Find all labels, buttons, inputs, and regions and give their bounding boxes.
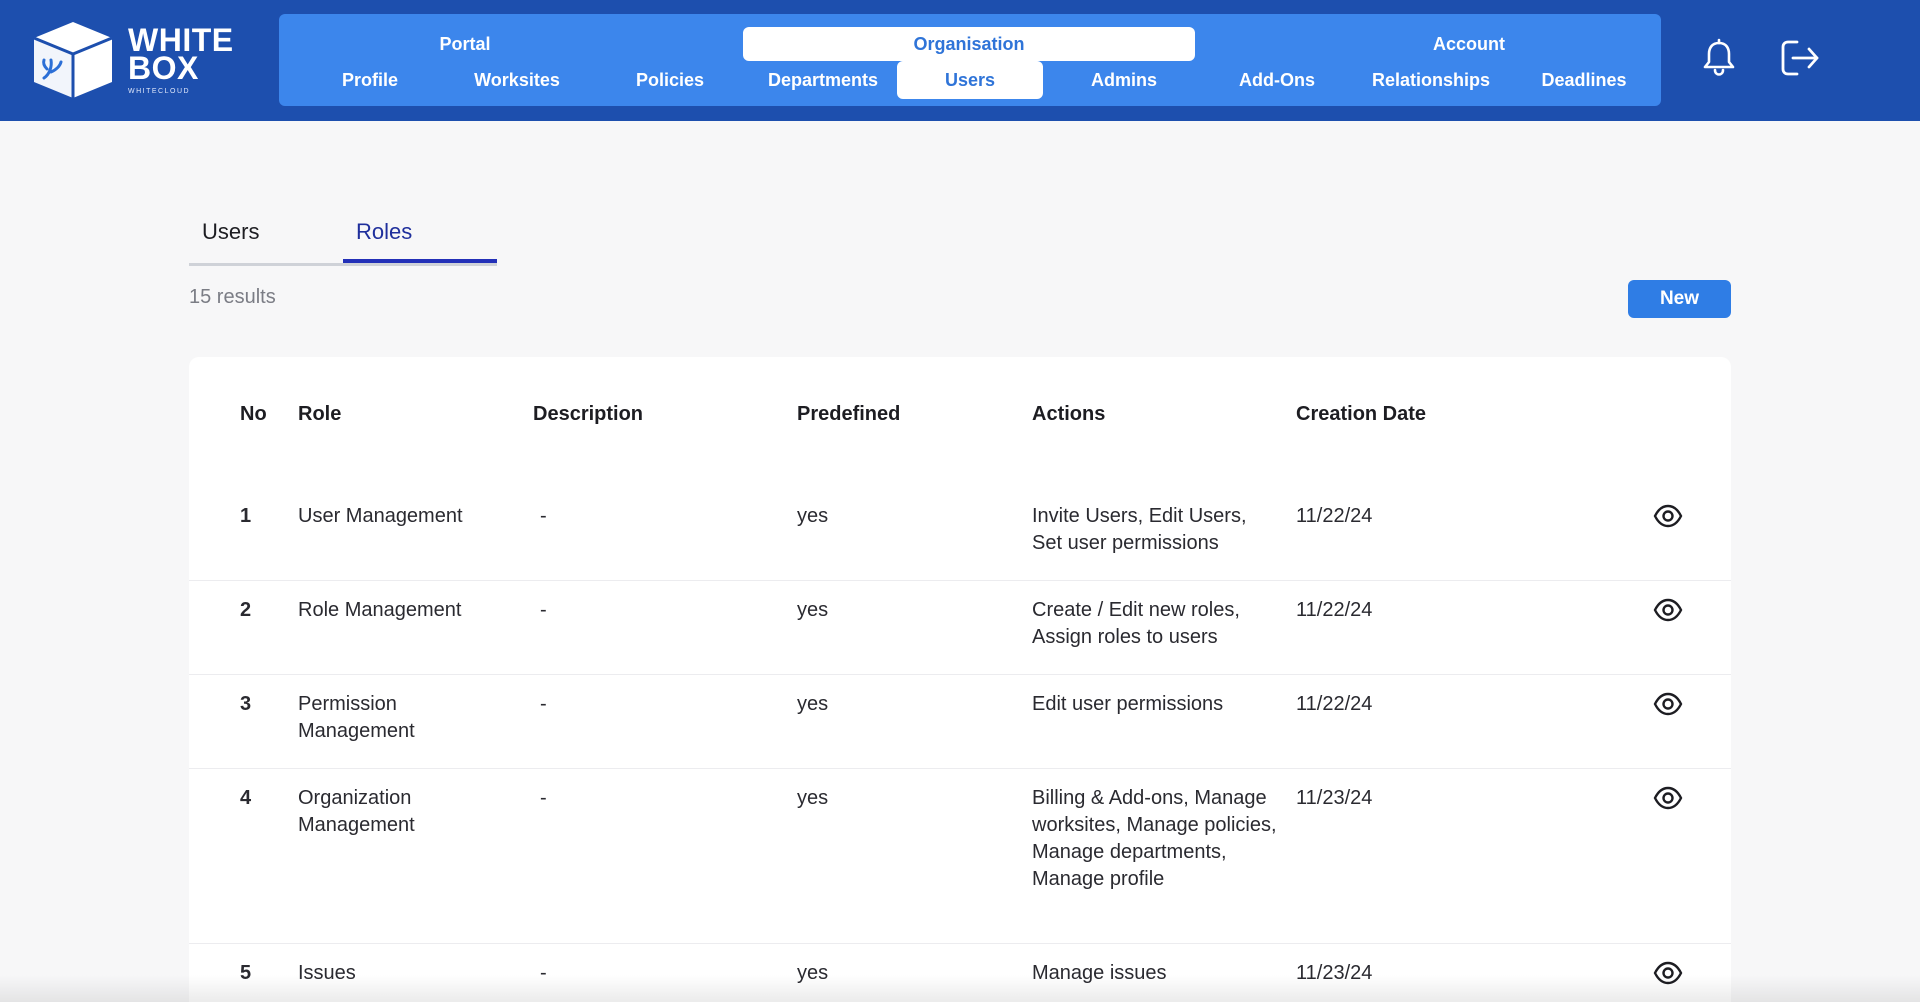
brand-line2: BOX [128, 50, 199, 86]
row-role: Organization Management [298, 787, 415, 836]
row-actions: Billing & Add-ons, Manage worksites, Man… [1032, 787, 1277, 890]
roles-table: No Role Description Predefined Actions C… [189, 357, 1731, 1002]
row-creation-date: 11/23/24 [1296, 962, 1373, 984]
row-no: 2 [240, 599, 252, 621]
nav-group-portal[interactable]: Portal [439, 34, 491, 54]
row-role: Permission Management [298, 693, 415, 742]
nav-item-policies[interactable]: Policies [635, 70, 705, 90]
row-no: 3 [240, 693, 252, 715]
logout-button[interactable] [1778, 36, 1822, 80]
row-predefined: yes [797, 787, 829, 809]
header-predefined: Predefined [797, 403, 901, 425]
eye-icon [1653, 504, 1683, 528]
eye-icon [1653, 786, 1683, 810]
row-creation-date: 11/23/24 [1296, 787, 1373, 809]
row-actions: Invite Users, Edit Users, Set user permi… [1032, 505, 1247, 554]
tab-roles[interactable]: Roles [343, 210, 497, 263]
roles-tabs: Users Roles [189, 210, 497, 266]
nav-item-worksites[interactable]: Worksites [474, 70, 560, 90]
results-count: 15 results [189, 286, 276, 308]
row-predefined: yes [797, 693, 829, 715]
row-description: - [540, 599, 547, 621]
row-creation-date: 11/22/24 [1296, 505, 1373, 527]
header-role: Role [298, 403, 342, 425]
row-predefined: yes [797, 505, 829, 527]
nav-group-account[interactable]: Account [1433, 34, 1505, 54]
row-actions: Manage issues [1032, 962, 1167, 984]
nav-group-organisation[interactable]: Organisation [743, 27, 1195, 61]
top-header: WHITE BOX WHITECLOUD Portal Organisation… [0, 0, 1920, 121]
brand-sub: WHITECLOUD [128, 88, 191, 95]
row-creation-date: 11/22/24 [1296, 599, 1373, 621]
row-actions: Edit user permissions [1032, 693, 1224, 715]
row-role: User Management [298, 505, 463, 527]
eye-icon [1653, 961, 1683, 985]
view-role-button[interactable] [1653, 503, 1683, 529]
eye-icon [1653, 692, 1683, 716]
nav-item-departments[interactable]: Departments [767, 70, 879, 90]
notifications-button[interactable] [1697, 36, 1741, 80]
nav-item-admins[interactable]: Admins [1090, 70, 1157, 90]
new-role-button[interactable]: New [1628, 280, 1731, 318]
cube-logo-icon [33, 22, 113, 98]
table-row: 1 User Management - yes Invite Users, Ed… [189, 487, 1731, 581]
view-role-button[interactable] [1653, 597, 1683, 623]
table-row: 3 Permission Management - yes Edit user … [189, 675, 1731, 769]
nav-item-relationships[interactable]: Relationships [1371, 70, 1491, 90]
header-no: No [240, 403, 267, 425]
row-role: Issues [298, 962, 356, 984]
view-role-button[interactable] [1653, 960, 1683, 986]
view-role-button[interactable] [1653, 785, 1683, 811]
nav-item-deadlines[interactable]: Deadlines [1541, 70, 1627, 90]
row-description: - [540, 787, 547, 809]
eye-icon [1653, 598, 1683, 622]
row-description: - [540, 962, 547, 984]
row-predefined: yes [797, 599, 829, 621]
row-actions: Create / Edit new roles, Assign roles to… [1032, 599, 1240, 648]
tab-users[interactable]: Users [202, 219, 260, 244]
row-predefined: yes [797, 962, 829, 984]
header-actions: Actions [1032, 403, 1106, 425]
row-description: - [540, 693, 547, 715]
brand-name: WHITE BOX [128, 22, 234, 86]
nav-item-users[interactable]: Users [897, 61, 1043, 99]
row-no: 5 [240, 962, 252, 984]
table-row: 2 Role Management - yes Create / Edit ne… [189, 581, 1731, 675]
main-navigation: Portal Organisation Account Profile Work… [279, 14, 1661, 106]
row-role: Role Management [298, 599, 462, 621]
header-creation-date: Creation Date [1296, 403, 1427, 425]
bell-icon [1703, 38, 1735, 76]
brand-line1: WHITE [128, 22, 234, 58]
nav-item-profile[interactable]: Profile [341, 70, 398, 90]
view-role-button[interactable] [1653, 691, 1683, 717]
table-row: 4 Organization Management - yes Billing … [189, 769, 1731, 944]
whitebox-logo[interactable]: WHITE BOX WHITECLOUD [30, 20, 250, 100]
row-creation-date: 11/22/24 [1296, 693, 1373, 715]
logout-icon [1781, 40, 1819, 76]
row-no: 1 [240, 505, 252, 527]
table-row: 5 Issues - yes Manage issues 11/23/24 [189, 944, 1731, 1002]
header-description: Description [533, 403, 644, 425]
nav-item-add-ons[interactable]: Add-Ons [1239, 70, 1315, 90]
row-no: 4 [240, 787, 252, 809]
row-description: - [540, 505, 547, 527]
